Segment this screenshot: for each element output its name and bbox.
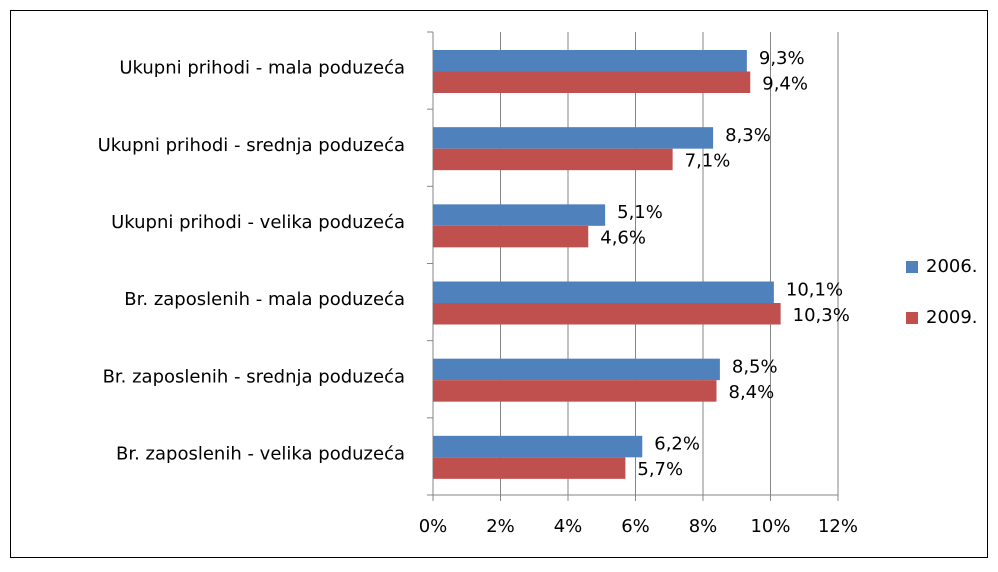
data-label: 10,1% <box>786 279 843 300</box>
legend-swatch <box>906 261 918 273</box>
x-tick-label: 6% <box>621 516 650 537</box>
bar <box>433 303 781 325</box>
bar <box>433 148 673 171</box>
x-tick-label: 0% <box>419 516 448 537</box>
bar <box>433 457 626 479</box>
data-label: 5,1% <box>617 202 663 223</box>
x-tick-label: 10% <box>750 516 790 537</box>
data-label: 8,4% <box>729 382 775 403</box>
y-tick-label: Ukupni prihodi - mala poduzeća <box>119 58 405 79</box>
data-label: 8,3% <box>725 125 771 146</box>
bar <box>433 358 720 381</box>
y-tick-label: Br. zaposlenih - mala poduzeća <box>124 289 405 310</box>
data-label: 6,2% <box>654 434 700 455</box>
data-label: 4,6% <box>600 228 646 249</box>
x-tick-label: 4% <box>554 516 583 537</box>
data-label: 10,3% <box>793 305 850 326</box>
bar <box>433 380 717 402</box>
data-label: 7,1% <box>685 150 731 171</box>
bar <box>433 204 606 226</box>
y-tick-label: Ukupni prihodi - velika poduzeća <box>111 212 405 233</box>
data-label: 5,7% <box>637 459 683 480</box>
y-tick-label: Br. zaposlenih - velika poduzeća <box>116 443 405 464</box>
legend-label: 2009. <box>926 307 978 328</box>
x-tick-label: 2% <box>486 516 515 537</box>
x-tick-label: 8% <box>689 516 718 537</box>
bar <box>433 281 774 303</box>
data-label: 9,4% <box>762 73 808 94</box>
bar <box>433 127 714 149</box>
legend-swatch <box>906 312 918 324</box>
data-label: 9,3% <box>759 48 805 69</box>
data-label: 8,5% <box>732 356 778 377</box>
bar <box>433 225 589 248</box>
x-tick-label: 12% <box>818 516 858 537</box>
bar <box>433 435 643 458</box>
y-tick-label: Ukupni prihodi - srednja poduzeća <box>98 135 405 156</box>
bar <box>433 71 751 93</box>
y-tick-label: Br. zaposlenih - srednja poduzeća <box>103 366 405 387</box>
bar <box>433 50 747 72</box>
legend-label: 2006. <box>926 256 978 277</box>
